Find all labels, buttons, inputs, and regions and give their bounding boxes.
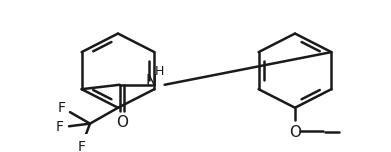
Text: F: F (56, 120, 64, 134)
Text: H: H (155, 65, 164, 78)
Text: O: O (289, 125, 301, 140)
Text: O: O (116, 115, 127, 130)
Text: N: N (145, 74, 157, 89)
Text: F: F (58, 101, 66, 115)
Text: F: F (78, 140, 86, 152)
